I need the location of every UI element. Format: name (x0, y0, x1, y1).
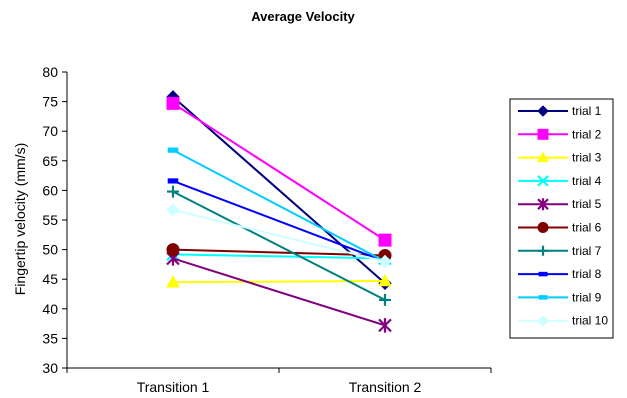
y-tick-label: 45 (42, 271, 58, 287)
legend-item-2: trial 2 (518, 127, 602, 141)
data-point (378, 273, 392, 287)
legend-label: trial 6 (572, 221, 602, 235)
data-point (378, 318, 392, 333)
legend-marker (537, 151, 549, 163)
y-tick-label: 35 (42, 330, 58, 346)
data-point (167, 178, 179, 184)
legend-label: trial 5 (572, 197, 602, 211)
series-line (172, 179, 386, 263)
x-tick-label: Transition 1 (137, 379, 210, 395)
y-tick-label: 55 (42, 212, 58, 228)
legend-marker (537, 175, 549, 187)
legend-label: trial 1 (572, 104, 602, 118)
y-tick-label: 65 (42, 153, 58, 169)
data-point (166, 203, 180, 217)
data-point (378, 233, 392, 247)
series-line (172, 248, 386, 257)
legend-label: trial 8 (572, 267, 602, 281)
legend-label: trial 3 (572, 151, 602, 165)
data-point (379, 293, 391, 306)
legend-marker (537, 128, 549, 140)
legend-item-3: trial 3 (518, 151, 602, 165)
axes: 30 35 40 45 50 55 60 65 70 75 80 Transition 1 Transi… (42, 64, 492, 395)
legend-marker (537, 314, 549, 327)
legend-marker (538, 245, 548, 256)
legend-marker (537, 105, 549, 117)
y-tick-label: 50 (42, 242, 58, 258)
series-7 (167, 185, 391, 306)
y-tick-label: 40 (42, 301, 58, 317)
x-tick-label: Transition 2 (349, 379, 422, 395)
data-point (167, 185, 179, 198)
series-line (172, 208, 386, 263)
y-tick-label: 70 (42, 123, 58, 139)
data-point (378, 254, 392, 269)
legend-marker (537, 198, 549, 211)
y-tick-label: 30 (42, 360, 58, 376)
legend-label: trial 9 (572, 290, 602, 304)
y-tick-label: 60 (42, 182, 58, 198)
y-axis-title: Fingertip velocity (mm/s) (12, 143, 28, 295)
series-line (172, 253, 386, 260)
legend-item-8: trial 8 (518, 267, 602, 281)
series-line (172, 257, 386, 327)
y-tick-label: 75 (42, 94, 58, 110)
legend-item-5: trial 5 (518, 197, 602, 211)
legend-marker (537, 222, 549, 233)
legend-item-6: trial 6 (518, 221, 602, 235)
series-10 (166, 203, 392, 269)
data-point (166, 243, 180, 257)
series-line (172, 279, 386, 284)
legend-item-9: trial 9 (518, 290, 602, 304)
legend-label: trial 2 (572, 127, 602, 141)
legend-label: trial 10 (572, 314, 608, 328)
legend-marker (538, 295, 548, 300)
data-point (167, 147, 179, 153)
legend-item-4: trial 4 (518, 174, 602, 188)
legend-item-7: trial 7 (518, 244, 602, 258)
series-2 (166, 96, 392, 247)
data-point (166, 96, 180, 110)
series-5 (166, 251, 392, 333)
data-point (166, 275, 180, 288)
legend-marker (538, 271, 548, 277)
series-line (172, 149, 386, 263)
legend-item-10: trial 10 (518, 314, 608, 328)
y-tick-label: 80 (42, 64, 58, 80)
series-line (172, 102, 386, 241)
chart-title: Average Velocity (251, 9, 355, 24)
series-layer (166, 90, 392, 333)
series-line (172, 190, 386, 301)
legend-label: trial 7 (572, 244, 602, 258)
legend-label: trial 4 (572, 174, 602, 188)
legend-item-1: trial 1 (518, 104, 602, 118)
legend: trial 1 trial 2 trial 3 trial 4 trial 5 trial… (509, 98, 614, 339)
